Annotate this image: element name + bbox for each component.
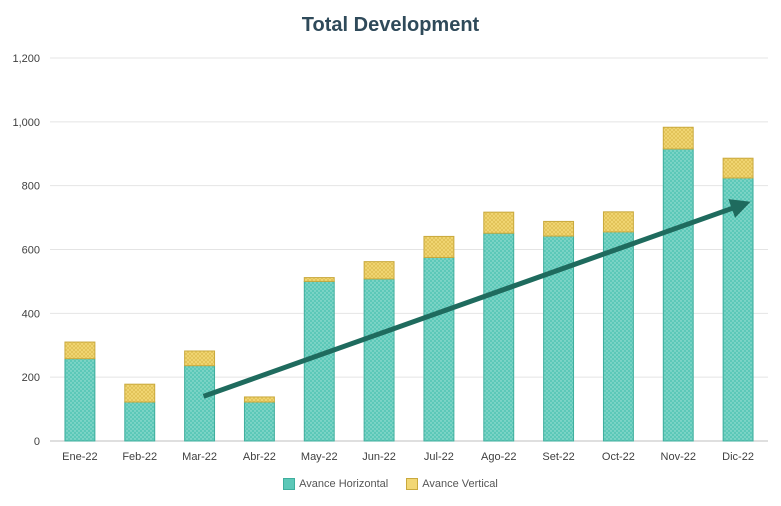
bar-vertical-dic-22: [722, 157, 754, 179]
bar-horizontal-nov-22: [662, 148, 694, 442]
y-tick-label: 200: [22, 372, 40, 384]
x-tick-label: Set-22: [542, 451, 574, 463]
legend-swatch-horizontal: [283, 478, 296, 490]
bar-vertical-nov-22: [662, 126, 694, 150]
x-tick-label: Ene-22: [62, 451, 97, 463]
x-tick-label: Jun-22: [362, 451, 396, 463]
chart-title: Total Development: [301, 14, 480, 36]
bar-vertical-ago-22: [483, 211, 515, 234]
bar-vertical-may-22: [303, 277, 335, 282]
y-tick-label: 1,200: [12, 53, 40, 65]
bar-horizontal-set-22: [543, 235, 575, 442]
bar-vertical-jun-22: [363, 261, 395, 280]
bar-horizontal-feb-22: [124, 401, 156, 442]
bar-horizontal-oct-22: [602, 231, 634, 442]
y-tick-label: 1,000: [12, 117, 40, 129]
x-tick-label: Jul-22: [424, 451, 454, 463]
x-tick-label: Nov-22: [661, 451, 696, 463]
y-tick-label: 0: [34, 436, 40, 448]
x-tick-label: Ago-22: [481, 451, 516, 463]
bar-horizontal-ago-22: [483, 232, 515, 442]
bar-vertical-set-22: [543, 220, 575, 237]
x-tick-label: Mar-22: [182, 451, 217, 463]
bar-vertical-ene-22: [64, 341, 96, 360]
bar-horizontal-mar-22: [184, 365, 216, 442]
y-tick-label: 800: [22, 181, 40, 193]
bar-vertical-mar-22: [184, 350, 216, 367]
bar-horizontal-dic-22: [722, 177, 754, 442]
bar-horizontal-abr-22: [243, 401, 275, 442]
y-tick-label: 600: [22, 245, 40, 257]
bar-vertical-feb-22: [124, 383, 156, 403]
legend-label-horizontal: Avance Horizontal: [299, 478, 389, 490]
bar-horizontal-ene-22: [64, 358, 96, 442]
legend-swatch-vertical: [406, 478, 419, 490]
x-tick-label: Feb-22: [122, 451, 157, 463]
bar-horizontal-jun-22: [363, 278, 395, 442]
legend: Avance Horizontal Avance Vertical: [0, 478, 781, 490]
bar-vertical-abr-22: [243, 396, 275, 403]
legend-label-vertical: Avance Vertical: [422, 478, 498, 490]
y-tick-label: 400: [22, 308, 40, 320]
legend-item-vertical: Avance Vertical: [406, 478, 498, 490]
legend-item-horizontal: Avance Horizontal: [283, 478, 388, 490]
x-tick-label: Abr-22: [243, 451, 276, 463]
x-tick-label: Oct-22: [602, 451, 635, 463]
bar-horizontal-jul-22: [423, 256, 455, 442]
x-tick-label: May-22: [301, 451, 338, 463]
trend-arrow: [202, 199, 751, 399]
bar-vertical-jul-22: [423, 235, 455, 258]
x-tick-label: Dic-22: [722, 451, 754, 463]
bar-vertical-oct-22: [602, 211, 634, 233]
